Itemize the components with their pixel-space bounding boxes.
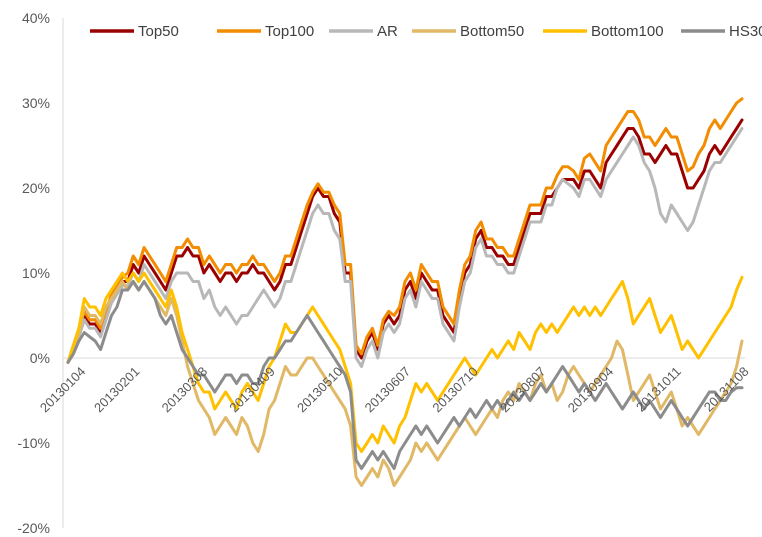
legend-label: Top100 — [265, 23, 314, 40]
series-lines — [66, 97, 744, 487]
x-tick-label: 20130607 — [362, 364, 414, 416]
legend-item-top50: Top50 — [90, 23, 179, 40]
legend-item-top100: Top100 — [217, 23, 314, 40]
y-tick-label: -10% — [17, 435, 50, 451]
x-tick-label: 20131108 — [701, 364, 752, 415]
legend-label: HS300 — [729, 23, 762, 40]
y-tick-label: 40% — [22, 10, 50, 26]
y-tick-label: 30% — [22, 95, 50, 111]
y-tick-label: -20% — [17, 520, 50, 536]
legend-item-bottom100: Bottom100 — [543, 23, 664, 40]
legend-item-ar: AR — [329, 23, 398, 40]
legend-label: Bottom100 — [591, 23, 664, 40]
series-line-hs300 — [66, 280, 744, 470]
legend-label: Top50 — [138, 23, 179, 40]
x-tick-labels: 20130104 20130201 20130308 20130409 20130510… — [37, 364, 752, 416]
legend-label: AR — [377, 23, 398, 40]
y-tick-labels: -20% -10% 0% 10% 20% 30% 40% — [17, 10, 50, 536]
y-tick-label: 0% — [30, 350, 50, 366]
legend: Top50 Top100 AR Bottom50 Bottom100 HS300 — [90, 23, 762, 40]
series-line-bottom100 — [66, 271, 744, 453]
series-line-top50 — [66, 118, 744, 364]
y-tick-label: 20% — [22, 180, 50, 196]
x-tick-label: 20130201 — [91, 364, 143, 416]
legend-item-bottom50: Bottom50 — [412, 23, 524, 40]
series-line-top100 — [66, 97, 744, 364]
x-tick-label: 20130807 — [497, 364, 549, 416]
series-line-ar — [66, 127, 744, 368]
legend-item-hs300: HS300 — [681, 23, 762, 40]
series-line-bottom50 — [66, 280, 744, 487]
y-tick-label: 10% — [22, 265, 50, 281]
legend-label: Bottom50 — [460, 23, 524, 40]
